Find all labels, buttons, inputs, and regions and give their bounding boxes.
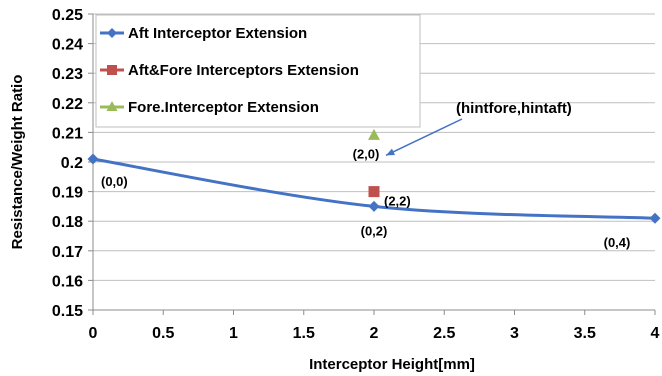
x-tick-label: 3 (510, 325, 519, 342)
data-label: (0,4) (604, 235, 631, 250)
callout-arrow-line (385, 118, 463, 157)
data-point-triangle (368, 128, 380, 140)
legend-box (95, 14, 421, 128)
x-tick-label: 1 (229, 325, 238, 342)
series-2 (368, 128, 380, 140)
data-point-diamond (368, 200, 380, 212)
x-tick-label: 0.5 (152, 325, 174, 342)
y-tick-label: 0.16 (52, 273, 83, 290)
x-axis-title: Interceptor Height[mm] (309, 356, 475, 373)
series-0 (87, 153, 661, 224)
x-tick-label: 4 (651, 325, 660, 342)
legend-label: Fore.Interceptor Extension (128, 99, 319, 116)
x-tick-label: 2 (370, 325, 379, 342)
y-tick-label: 0.23 (52, 66, 83, 83)
x-tick-label: 3.5 (574, 325, 596, 342)
annotations: (0,0) (0,2) (2,2) (2,0) (0,4) (hintfore,hinta… (101, 100, 630, 250)
y-tick-labels: 0.15 0.16 0.17 0.18 0.19 0.2 0.21 0.22 0.23 0.24 0… (52, 7, 93, 320)
y-tick-label: 0.19 (52, 185, 83, 202)
y-tick-label: 0.2 (61, 155, 83, 172)
y-tick-label: 0.24 (52, 37, 83, 54)
legend-label: Aft&Fore Interceptors Extension (128, 62, 359, 79)
data-point-square (368, 186, 380, 198)
y-tick-label: 0.15 (52, 303, 83, 320)
x-tick-labels: 0 0.5 1 1.5 2 2.5 3 3.5 4 (89, 310, 660, 342)
callout-arrow-head (386, 148, 395, 156)
series-layer (87, 128, 661, 224)
y-tick-label: 0.25 (52, 7, 83, 24)
legend-item: Fore.Interceptor Extension (100, 99, 319, 116)
y-tick-label: 0.18 (52, 214, 83, 231)
x-tick-label: 0 (89, 325, 98, 342)
series-1 (368, 186, 380, 198)
data-point-diamond (649, 212, 661, 224)
legend-item: Aft Interceptor Extension (100, 25, 307, 42)
legend: Aft Interceptor Extension Aft&Fore Interc… (95, 14, 421, 128)
data-label: (0,0) (101, 174, 128, 189)
data-label: (2,0) (353, 146, 380, 161)
x-tick-label: 2.5 (433, 325, 455, 342)
data-point-triangle (106, 101, 118, 111)
x-tick-label: 1.5 (293, 325, 315, 342)
legend-label: Aft Interceptor Extension (128, 25, 307, 42)
callout-label: (hintfore,hintaft) (456, 100, 572, 117)
data-point-diamond (107, 28, 117, 38)
data-label: (2,2) (384, 194, 411, 209)
y-tick-label: 0.22 (52, 96, 83, 113)
data-point-diamond (87, 153, 99, 165)
y-tick-label: 0.17 (52, 244, 83, 261)
y-tick-label: 0.21 (52, 125, 83, 142)
legend-item: Aft&Fore Interceptors Extension (100, 62, 359, 79)
data-point-square (107, 65, 117, 75)
data-label: (0,2) (361, 223, 388, 238)
y-axis-title: Resistance/Weight Ratio (9, 75, 26, 250)
